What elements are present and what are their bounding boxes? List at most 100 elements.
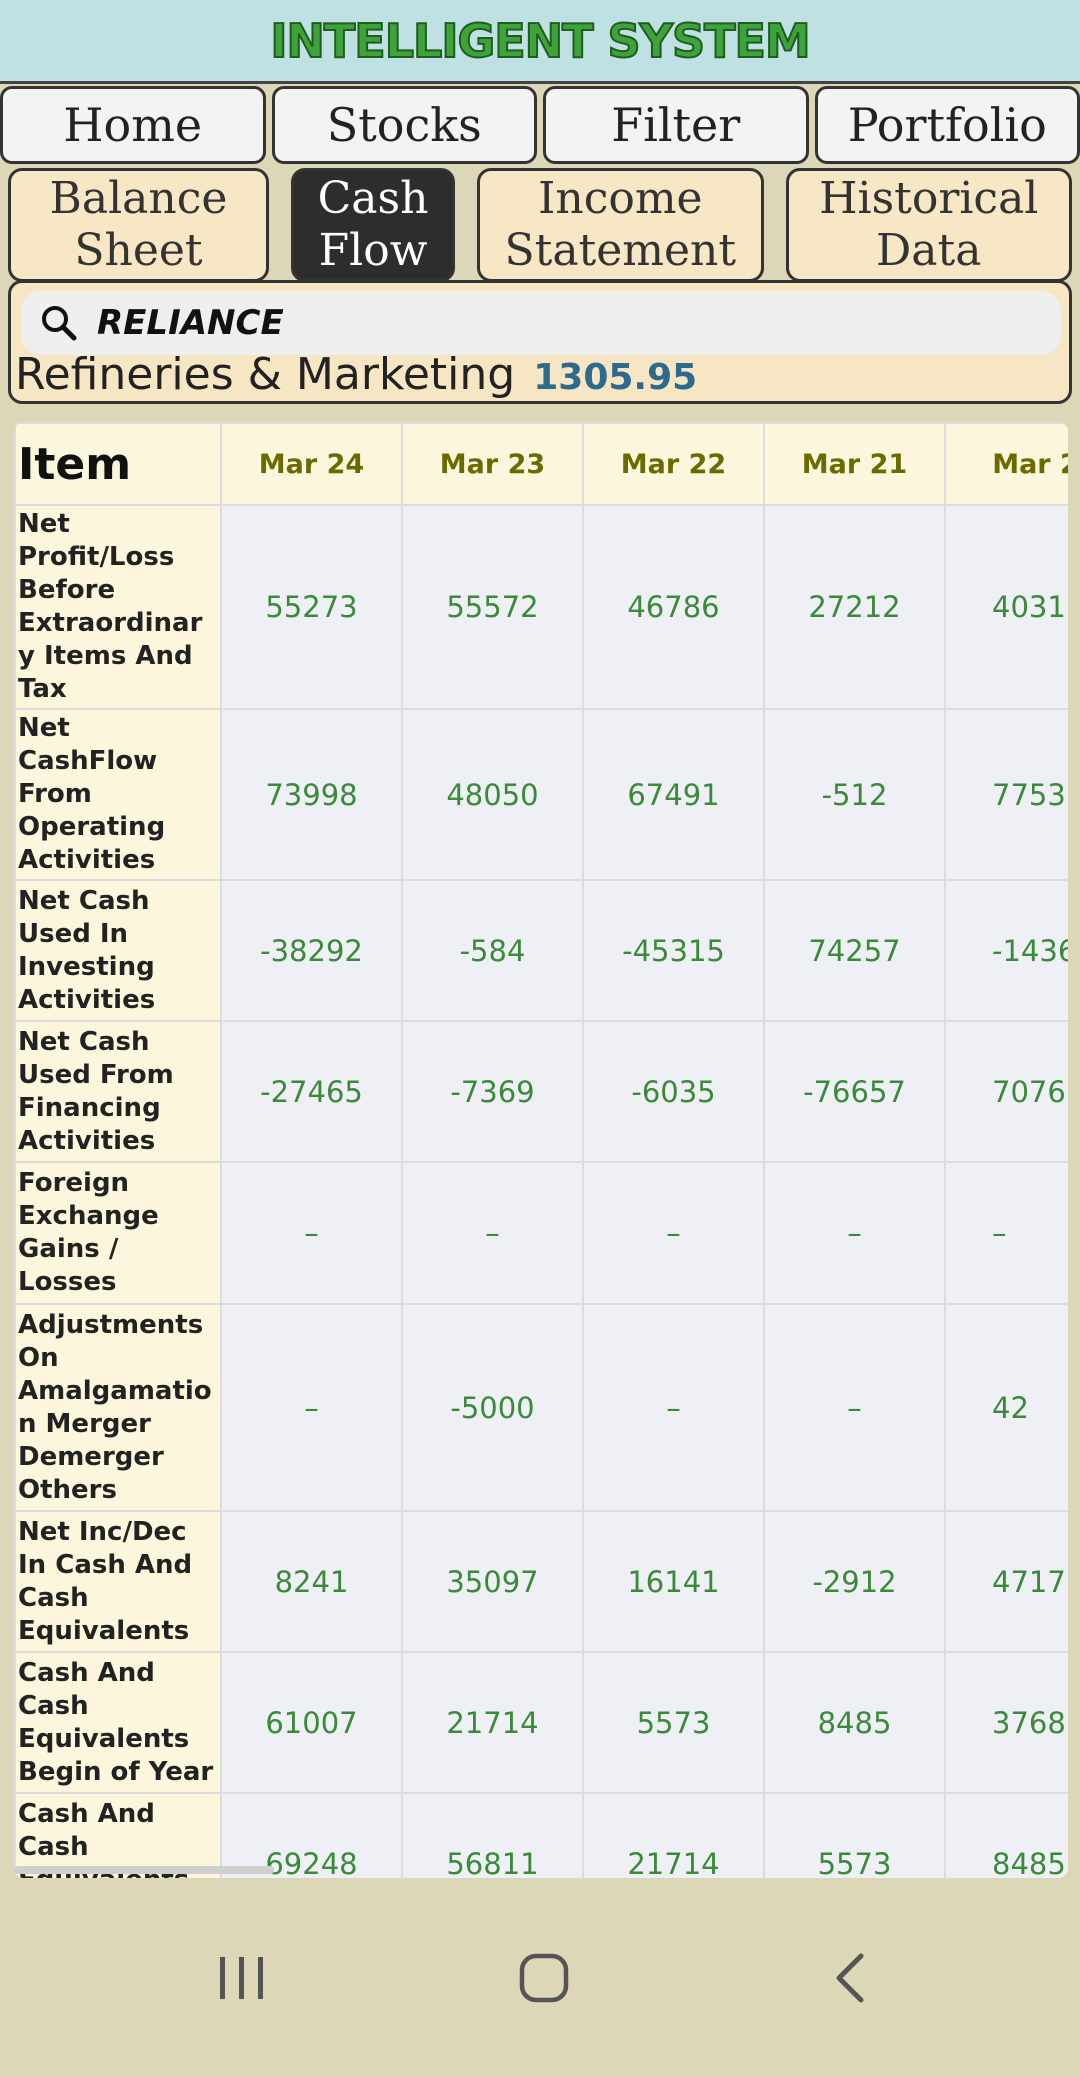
- tab-cash-flow-label-2: Flow: [318, 225, 428, 276]
- table-cell: 4031: [944, 504, 1068, 710]
- table-header-row: Item Mar 24 Mar 23 Mar 22 Mar 21 Mar 2: [14, 422, 1068, 506]
- tab-income-statement-label-2: Statement: [504, 225, 737, 276]
- table-cell: –: [582, 1303, 765, 1512]
- table-cell: 69248: [220, 1792, 403, 1878]
- statement-tabs: Balance Sheet Cash Flow Income Statement…: [8, 168, 1072, 282]
- tab-stocks[interactable]: Stocks: [271, 86, 537, 164]
- column-header: Mar 24: [220, 422, 403, 506]
- table-cell: 8485: [944, 1792, 1068, 1878]
- table-cell: 21714: [401, 1651, 584, 1794]
- row-label: Adjustments On Amalgamation Merger Demer…: [14, 1303, 222, 1512]
- item-column-header: Item: [14, 422, 222, 506]
- tab-historical-data-label-1: Historical: [819, 173, 1039, 224]
- table-cell: 35097: [401, 1510, 584, 1653]
- tab-income-statement[interactable]: Income Statement: [477, 168, 764, 282]
- horizontal-scrollbar[interactable]: [14, 1866, 274, 1874]
- app-title: INTELLIGENT SYSTEM: [269, 13, 811, 69]
- column-header: Mar 23: [401, 422, 584, 506]
- table-row: Net Cash Used In Investing Activities -3…: [14, 879, 1068, 1022]
- table-row: Net Profit/Loss Before Extraordinary Ite…: [14, 504, 1068, 710]
- table-row: Net Inc/Dec In Cash And Cash Equivalents…: [14, 1510, 1068, 1653]
- table-cell: 55572: [401, 504, 584, 710]
- tab-balance-sheet-label-2: Sheet: [74, 225, 203, 276]
- tab-balance-sheet-label-1: Balance: [49, 173, 228, 224]
- table-cell: 46786: [582, 504, 765, 710]
- tab-income-statement-label-1: Income: [537, 173, 703, 224]
- table-cell: 16141: [582, 1510, 765, 1653]
- row-label: Foreign Exchange Gains / Losses: [14, 1161, 222, 1305]
- back-icon: [825, 1950, 875, 2010]
- table-cell: -45315: [582, 879, 765, 1022]
- table-cell: -6035: [582, 1020, 765, 1163]
- home-icon: [516, 1950, 572, 2010]
- company-info: Refineries & Marketing 1305.95: [15, 349, 697, 400]
- table-cell: 7753: [944, 708, 1068, 881]
- table-cell: -38292: [220, 879, 403, 1022]
- price-label: 1305.95: [533, 357, 698, 398]
- column-header: Mar 2: [944, 422, 1068, 506]
- recents-button[interactable]: [202, 1940, 282, 2020]
- table-cell: 7076: [944, 1020, 1068, 1163]
- table-cell: 27212: [763, 504, 946, 710]
- table-row: Net Cash Used From Financing Activities …: [14, 1020, 1068, 1163]
- table-cell: –: [763, 1303, 946, 1512]
- table-cell: 56811: [401, 1792, 584, 1878]
- tab-filter[interactable]: Filter: [543, 86, 809, 164]
- tab-balance-sheet[interactable]: Balance Sheet: [8, 168, 269, 282]
- table-cell: 5573: [582, 1651, 765, 1794]
- row-label: Net Profit/Loss Before Extraordinary Ite…: [14, 504, 222, 710]
- table-cell: –: [582, 1161, 765, 1305]
- table-cell: –: [220, 1303, 403, 1512]
- system-nav-bar: [0, 1880, 1080, 2077]
- table-cell: -7369: [401, 1020, 584, 1163]
- table-cell: 73998: [220, 708, 403, 881]
- recents-icon: [214, 1953, 270, 2007]
- table-cell: 48050: [401, 708, 584, 881]
- table-row: Cash And Cash Equivalents Begin of Year …: [14, 1651, 1068, 1794]
- table-cell: 42: [944, 1303, 1068, 1512]
- table-cell: 61007: [220, 1651, 403, 1794]
- table-cell: –: [763, 1161, 946, 1305]
- table-row: Net CashFlow From Operating Activities 7…: [14, 708, 1068, 881]
- column-header: Mar 21: [763, 422, 946, 506]
- search-input[interactable]: RELIANCE: [21, 291, 1061, 355]
- row-label: Net Cash Used From Financing Activities: [14, 1020, 222, 1163]
- table-cell: -512: [763, 708, 946, 881]
- table-row: Cash And Cash Equivalents End Of Year 69…: [14, 1792, 1068, 1878]
- tab-home[interactable]: Home: [0, 86, 266, 164]
- row-label: Cash And Cash Equivalents Begin of Year: [14, 1651, 222, 1794]
- table-cell: -27465: [220, 1020, 403, 1163]
- table-cell: -584: [401, 879, 584, 1022]
- table-row: Adjustments On Amalgamation Merger Demer…: [14, 1303, 1068, 1512]
- table-cell: –: [944, 1161, 1068, 1305]
- nav-tabs: Home Stocks Filter Portfolio: [0, 86, 1080, 166]
- company-panel: RELIANCE Refineries & Marketing 1305.95: [8, 280, 1072, 404]
- table-cell: -2912: [763, 1510, 946, 1653]
- table-row: Foreign Exchange Gains / Losses – – – – …: [14, 1161, 1068, 1305]
- cash-flow-table[interactable]: Item Mar 24 Mar 23 Mar 22 Mar 21 Mar 2 N…: [14, 422, 1068, 1878]
- back-button[interactable]: [810, 1940, 890, 2020]
- home-button[interactable]: [504, 1940, 584, 2020]
- tab-historical-data[interactable]: Historical Data: [785, 168, 1072, 282]
- tab-historical-data-label-2: Data: [876, 225, 982, 276]
- table-cell: -76657: [763, 1020, 946, 1163]
- row-label: Net CashFlow From Operating Activities: [14, 708, 222, 881]
- tab-cash-flow[interactable]: Cash Flow: [290, 168, 456, 282]
- table-cell: 74257: [763, 879, 946, 1022]
- table-cell: 21714: [582, 1792, 765, 1878]
- row-label: Net Cash Used In Investing Activities: [14, 879, 222, 1022]
- industry-label: Refineries & Marketing: [15, 349, 516, 400]
- tab-cash-flow-label-1: Cash: [317, 173, 429, 224]
- tab-portfolio[interactable]: Portfolio: [814, 86, 1080, 164]
- table-cell: 4717: [944, 1510, 1068, 1653]
- table-cell: 55273: [220, 504, 403, 710]
- column-header: Mar 22: [582, 422, 765, 506]
- search-icon: [39, 303, 79, 343]
- table-cell: 3768: [944, 1651, 1068, 1794]
- table-cell: -5000: [401, 1303, 584, 1512]
- app-header: INTELLIGENT SYSTEM: [0, 0, 1080, 84]
- table-cell: 8485: [763, 1651, 946, 1794]
- table-cell: -1436: [944, 879, 1068, 1022]
- row-label: Cash And Cash Equivalents End Of Year: [14, 1792, 222, 1878]
- table-cell: 8241: [220, 1510, 403, 1653]
